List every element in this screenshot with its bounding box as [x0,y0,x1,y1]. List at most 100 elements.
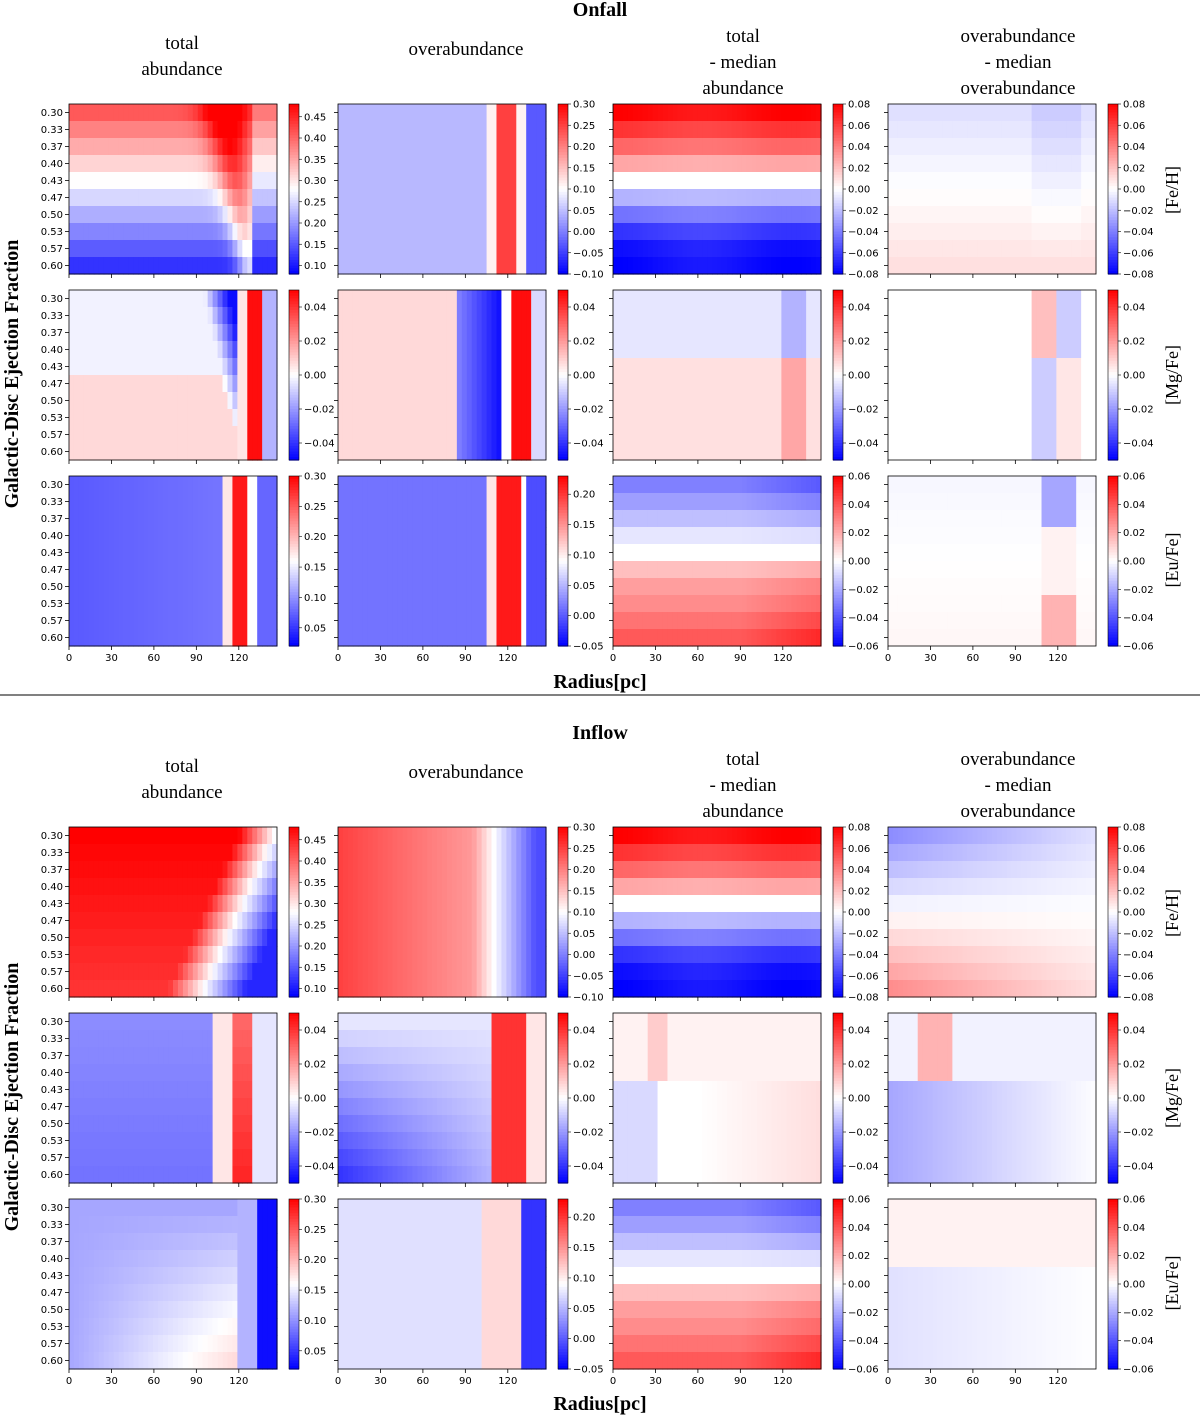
heatmap-cell [192,426,199,444]
heatmap-cell [912,426,919,444]
colorbar-segment [289,498,299,503]
heatmap-cell [427,375,433,393]
heatmap-cell [1056,392,1062,410]
heatmap-cell [177,324,184,342]
heatmap-cell [1041,172,1048,190]
heatmap-cell [182,307,189,325]
heatmap-cell [397,307,403,325]
heatmap-cell [372,443,379,461]
heatmap-cell [771,341,778,359]
heatmap-cell [267,240,273,258]
heatmap-cell [98,595,105,613]
heatmap-cell [446,138,453,156]
heatmap-cell [682,223,688,241]
heatmap-cell [816,189,822,207]
heatmap-cell [342,138,349,156]
heatmap-cell [687,138,693,156]
heatmap-cell [761,121,768,139]
heatmap-cell [123,527,130,545]
heatmap-cell [272,561,278,579]
heatmap-cell [888,189,894,207]
heatmap-cell [977,426,983,444]
heatmap-cell [531,307,537,325]
heatmap-cell [1021,375,1028,393]
colorbar-segment [833,397,843,402]
heatmap-cell [392,223,399,241]
heatmap-cell [712,223,718,241]
heatmap-cell [712,426,718,444]
heatmap-cell [617,223,624,241]
heatmap-cell [382,223,389,241]
colorbar-segment [1108,335,1118,339]
heatmap-cell [932,426,939,444]
heatmap-cell [372,510,379,528]
heatmap-cell [516,172,522,190]
heatmap-cell [173,307,179,325]
colorbar-segment [289,586,299,590]
heatmap-cell [422,595,428,613]
heatmap-cell [108,206,115,224]
heatmap-cell [977,324,983,342]
heatmap-cell [721,426,728,444]
colorbar-segment [558,414,568,419]
heatmap-cell [128,155,134,173]
heatmap-cell [93,324,100,342]
heatmap-cell [996,409,1003,427]
heatmap-cell [786,257,792,275]
heatmap-cell [197,476,204,494]
column-title: abundance [702,78,783,99]
heatmap-cell [521,172,527,190]
heatmap-cell [526,510,532,528]
heatmap-cell [98,290,105,308]
colorbar-segment [289,420,299,424]
heatmap-cell [207,476,214,494]
heatmap-cell [486,121,493,139]
heatmap-cell [173,138,179,156]
heatmap-cell [1071,189,1077,207]
heatmap-cell [746,121,753,139]
heatmap-cell [717,138,723,156]
heatmap-cell [927,138,934,156]
column-title: overabundance [409,762,524,783]
heatmap-cell [128,544,134,562]
heatmap-cell [771,307,778,325]
colorbar-segment [289,563,299,568]
heatmap-cell [521,426,527,444]
heatmap-cell [531,138,537,156]
heatmap-cell [272,476,278,494]
colorbar-segment [1108,321,1118,325]
heatmap-cell [1071,104,1077,122]
colorbar-segment [1108,366,1118,370]
heatmap-cell [1031,172,1038,190]
heatmap-cell [476,544,483,562]
heatmap-cell [83,493,90,511]
heatmap-cell [133,510,139,528]
heatmap-cell [491,510,498,528]
colorbar-segment [289,304,299,308]
colorbar-segment [289,318,299,322]
heatmap-cell [1076,324,1082,342]
heatmap-cell [741,206,748,224]
heatmap-cell [481,290,488,308]
heatmap-cell [407,121,413,139]
heatmap-cell [442,426,448,444]
heatmap-cell [342,341,349,359]
colorbar-segment [833,217,843,221]
colorbar-segment [1108,445,1118,450]
heatmap-cell [1006,104,1013,122]
heatmap-cell [267,206,273,224]
heatmap-cell [977,375,983,393]
heatmap-cell [746,155,753,173]
heatmap-cell [456,257,463,275]
heatmap-cell [476,223,483,241]
heatmap-cell [432,493,438,511]
heatmap-cell [377,595,384,613]
heatmap-cell [902,257,909,275]
heatmap-cell [412,104,418,122]
heatmap-cell [158,341,164,359]
heatmap-cell [962,409,968,427]
heatmap-cell [937,240,944,258]
heatmap-cell [108,257,115,275]
heatmap-cell [751,257,758,275]
heatmap-cell [496,189,503,207]
